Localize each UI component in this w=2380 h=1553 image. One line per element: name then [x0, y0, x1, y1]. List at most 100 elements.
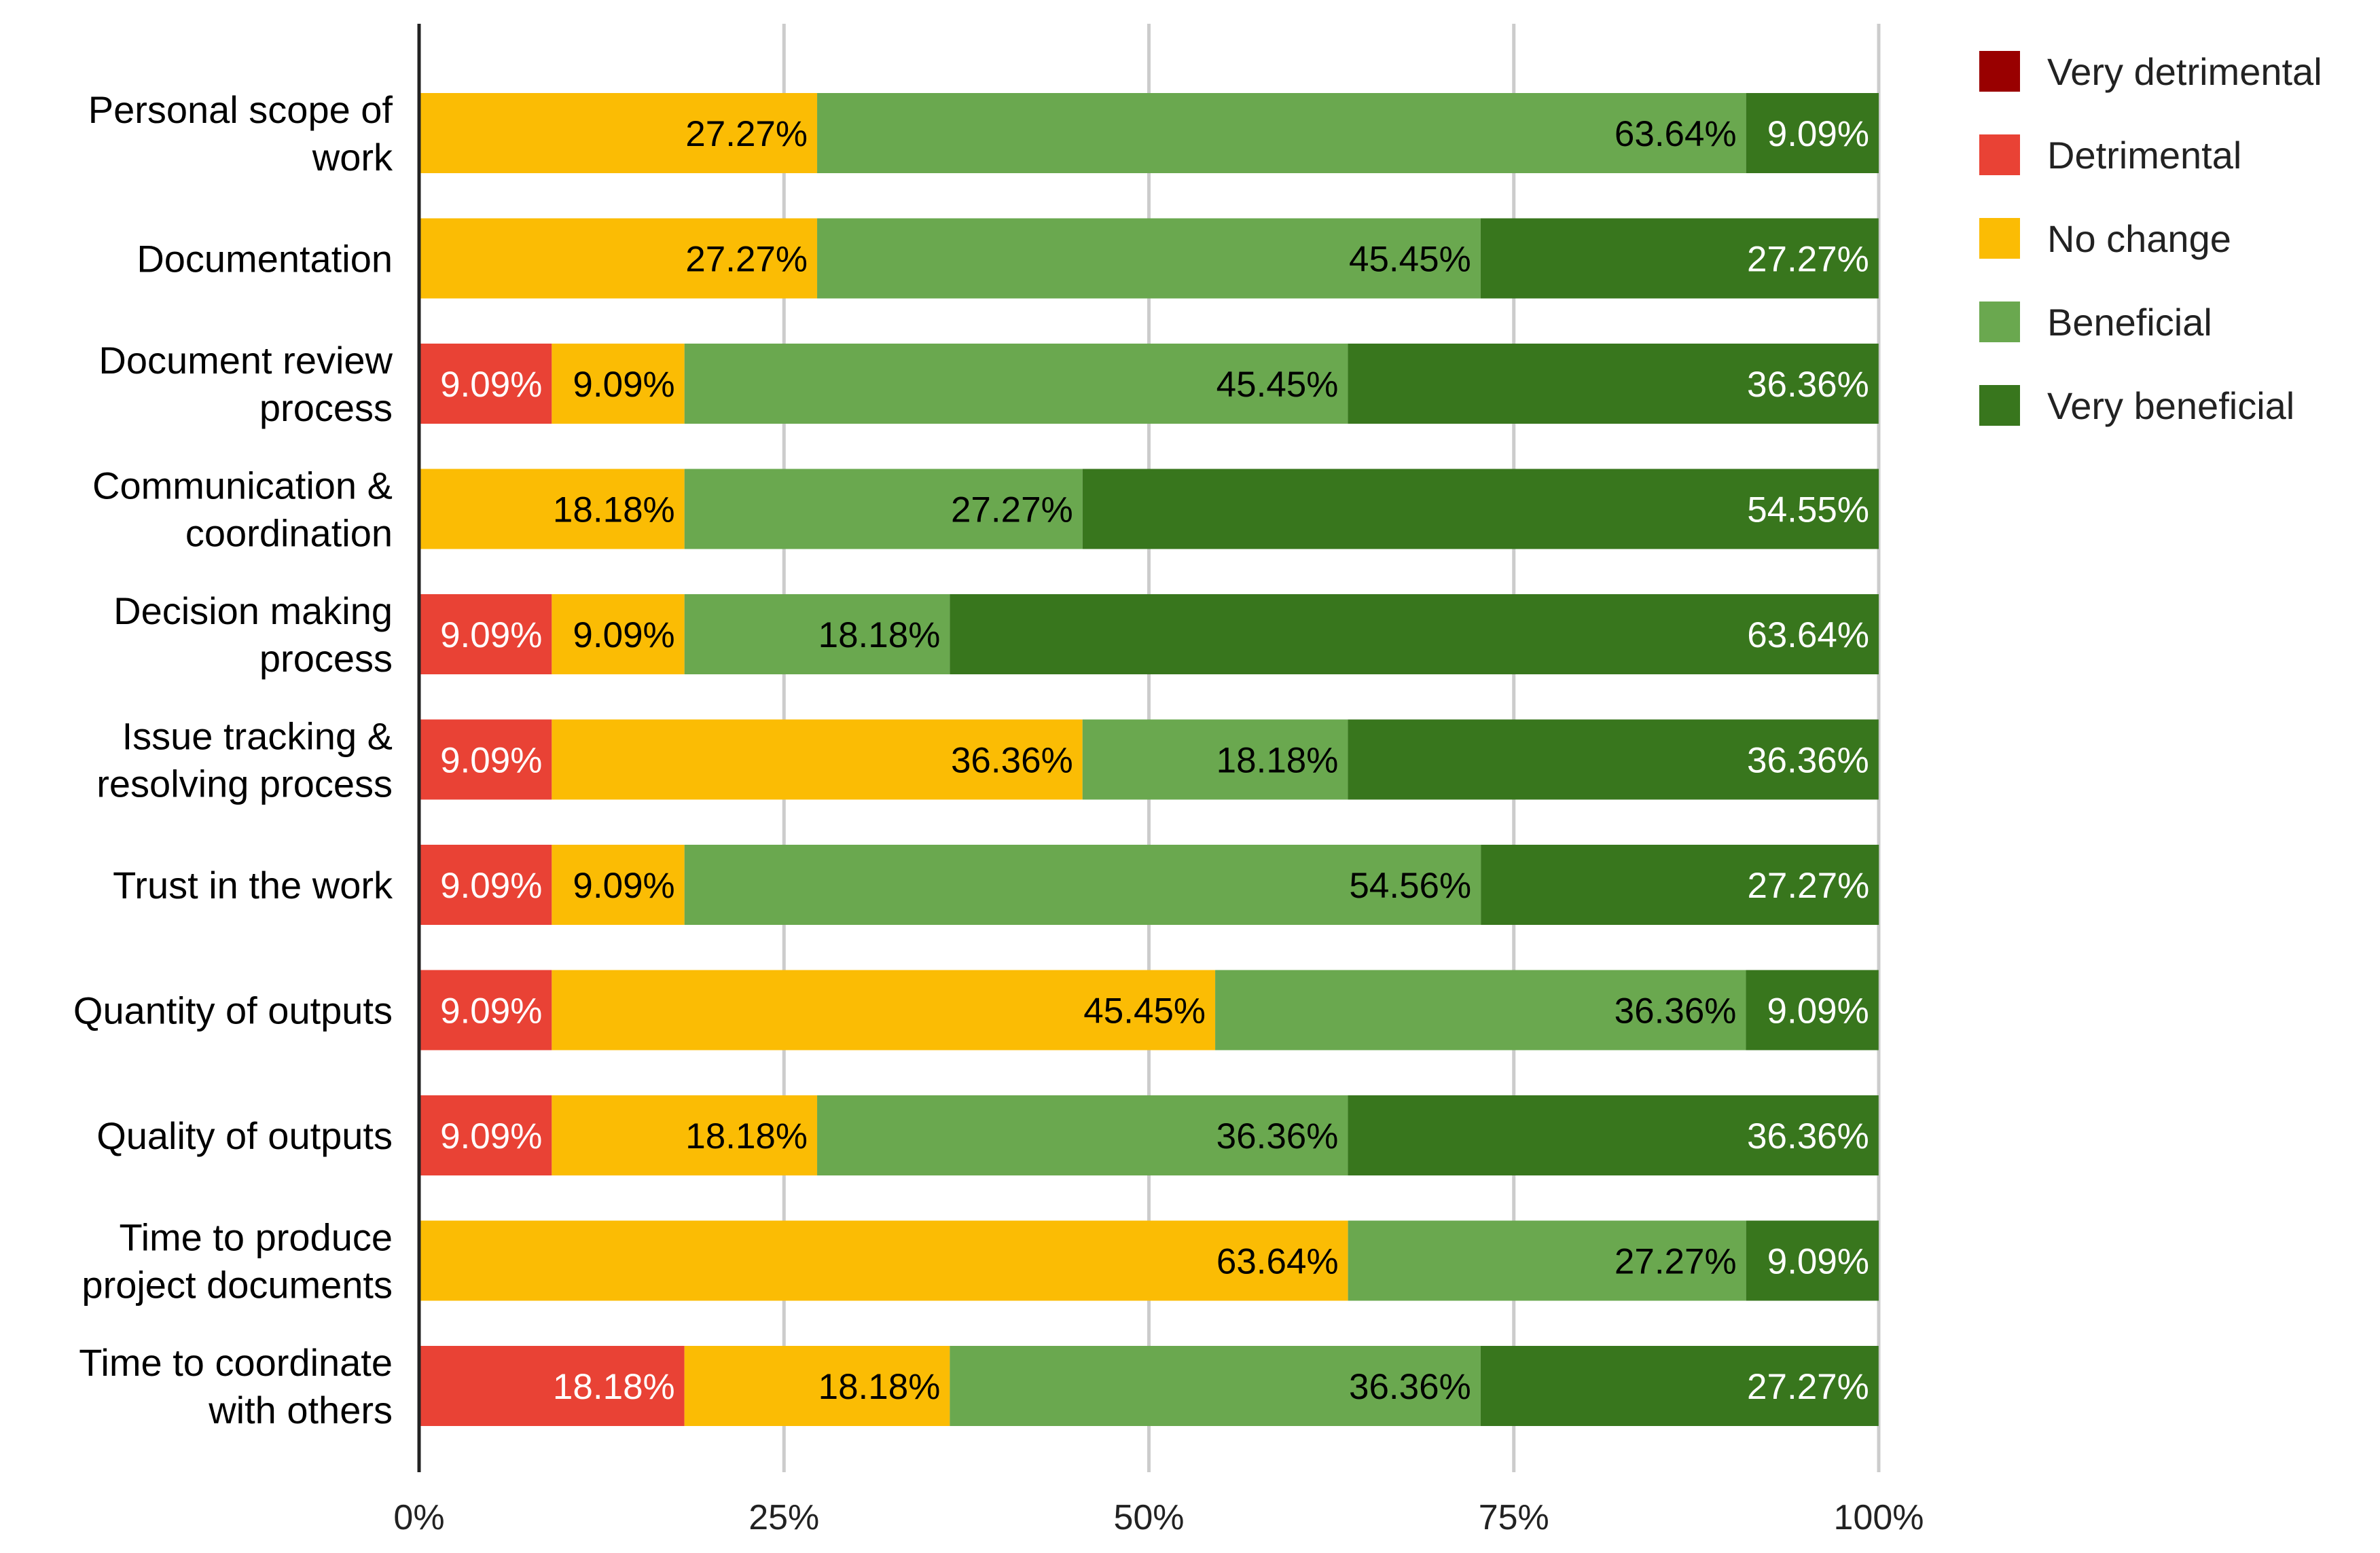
legend-label: No change — [2047, 217, 2231, 260]
data-label: 36.36% — [1747, 365, 1869, 405]
bar-segment — [552, 845, 685, 925]
category-label-line: Time to produce — [119, 1216, 393, 1259]
data-label: 18.18% — [553, 490, 675, 530]
bar-segment — [552, 719, 1083, 800]
category-label: Document review process — [98, 339, 393, 429]
x-tick-label: 100% — [1834, 1498, 1924, 1537]
bar-segment — [1348, 1095, 1879, 1175]
bar-segment — [1481, 845, 1879, 925]
data-label: 36.36% — [1615, 991, 1737, 1031]
bar-segment — [1348, 1220, 1746, 1301]
category-label: Trust in the work — [113, 864, 393, 907]
bar-segment — [1215, 970, 1746, 1050]
data-label: 9.09% — [440, 866, 542, 906]
data-label: 9.09% — [573, 615, 674, 655]
bar-segment — [684, 344, 1348, 424]
legend-swatch — [1979, 302, 2020, 342]
bar-segment — [552, 970, 1216, 1050]
category-label-line: work — [312, 136, 393, 179]
category-label-line: Trust in the work — [113, 864, 393, 907]
legend-label: Beneficial — [2047, 301, 2212, 344]
data-label: 54.55% — [1747, 490, 1869, 530]
category-label-line: Documentation — [137, 238, 393, 280]
category-label-line: with others — [208, 1389, 393, 1431]
bar-segment — [419, 719, 552, 800]
bar-segment — [1082, 469, 1879, 549]
bar-segment — [419, 93, 818, 173]
data-label: 9.09% — [1767, 991, 1869, 1031]
bar-segment — [1348, 719, 1879, 800]
category-label-line: process — [259, 386, 393, 429]
data-label: 9.09% — [1767, 114, 1869, 154]
legend-swatch — [1979, 218, 2020, 259]
data-label: 27.27% — [685, 114, 808, 154]
category-label-line: resolving process — [96, 763, 393, 805]
bar-segment — [950, 594, 1879, 674]
data-label: 63.64% — [1216, 1242, 1339, 1282]
category-label: Communication & coordination — [92, 464, 393, 555]
legend-swatch — [1979, 51, 2020, 92]
legend-label: Very detrimental — [2047, 50, 2322, 93]
category-label-line: Time to coordinate — [79, 1341, 393, 1384]
category-label: Quantity of outputs — [73, 989, 393, 1032]
bar-segment — [419, 970, 552, 1050]
data-label: 18.18% — [685, 1116, 808, 1156]
data-label: 36.36% — [1216, 1116, 1339, 1156]
bar-segment — [419, 469, 685, 549]
data-label: 36.36% — [1747, 741, 1869, 781]
data-label: 9.09% — [440, 615, 542, 655]
bar-segment — [419, 1346, 685, 1426]
bar-segment — [419, 218, 818, 299]
data-label: 9.09% — [573, 866, 674, 906]
bar-segment — [817, 218, 1481, 299]
legend-swatch — [1979, 385, 2020, 426]
data-label: 45.45% — [1216, 365, 1339, 405]
category-label-line: Quantity of outputs — [73, 989, 393, 1032]
data-label: 36.36% — [1747, 1116, 1869, 1156]
bar-segment — [950, 1346, 1481, 1426]
data-label: 63.64% — [1747, 615, 1869, 655]
category-label-line: process — [259, 637, 393, 680]
data-label: 27.27% — [685, 240, 808, 280]
legend: Very detrimental Detrimental No change Bene… — [1979, 50, 2322, 427]
data-label: 18.18% — [818, 615, 941, 655]
bar-segment — [684, 594, 950, 674]
category-label: Quality of outputs — [96, 1114, 393, 1157]
category-label-line: Document review — [98, 339, 393, 382]
data-label: 9.09% — [573, 365, 674, 405]
bar-segment — [419, 1095, 552, 1175]
x-tick-label: 25% — [749, 1498, 819, 1537]
data-label: 9.09% — [1767, 1242, 1869, 1282]
data-label: 9.09% — [440, 365, 542, 405]
data-label: 36.36% — [1349, 1367, 1471, 1407]
data-label: 27.27% — [951, 490, 1073, 530]
category-label-line: Decision making — [113, 589, 393, 632]
x-tick-labels: 0% 25% 50% 75% 100% — [393, 1498, 1924, 1537]
x-tick-label: 0% — [393, 1498, 444, 1537]
data-label: 45.45% — [1083, 991, 1206, 1031]
x-tick-label: 50% — [1113, 1498, 1184, 1537]
data-label: 54.56% — [1349, 866, 1471, 906]
data-label: 9.09% — [440, 741, 542, 781]
bar-segment — [1082, 719, 1348, 800]
x-tick-label: 75% — [1479, 1498, 1549, 1537]
category-label-line: Personal scope of — [88, 88, 393, 131]
legend-swatch — [1979, 134, 2020, 175]
category-label: Personal scope of work — [88, 88, 393, 179]
bar-segment — [1348, 344, 1879, 424]
category-labels: Personal scope of work Documentation Docume… — [73, 88, 393, 1431]
bar-segment — [817, 93, 1746, 173]
data-label: 18.18% — [1216, 741, 1339, 781]
category-label-line: project documents — [82, 1264, 393, 1307]
category-label: Decision making process — [113, 589, 393, 680]
bar-segment — [1480, 218, 1879, 299]
category-label-line: Issue tracking & — [122, 715, 393, 758]
category-label: Time to coordinate with others — [79, 1341, 393, 1431]
legend-label: Detrimental — [2047, 134, 2241, 177]
bar-segment — [552, 1095, 818, 1175]
data-label: 9.09% — [440, 991, 542, 1031]
bar-segment — [817, 1095, 1348, 1175]
category-label-line: Quality of outputs — [96, 1114, 393, 1157]
bar-segment — [1746, 93, 1879, 173]
